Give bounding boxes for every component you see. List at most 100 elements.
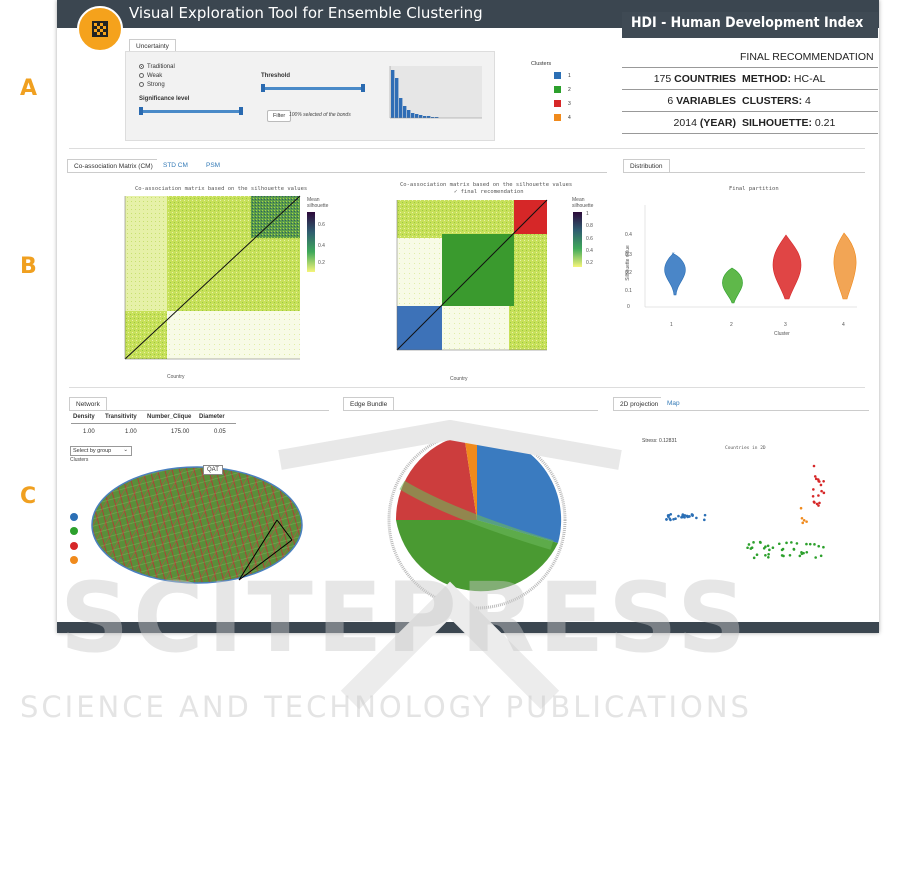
projection-point[interactable] <box>703 513 707 517</box>
projection-scatter[interactable] <box>657 455 837 565</box>
projection-point[interactable] <box>812 488 815 491</box>
projection-point[interactable] <box>764 553 767 557</box>
projection-point[interactable] <box>668 517 672 520</box>
projection-point[interactable] <box>822 491 826 495</box>
projection-point[interactable] <box>764 545 767 549</box>
projection-point[interactable] <box>799 506 803 510</box>
projection-point[interactable] <box>752 541 755 544</box>
projection-point[interactable] <box>785 541 788 545</box>
tab-network[interactable]: Network <box>69 397 107 411</box>
tab-co-association-matrix[interactable]: Co-association Matrix (CM) <box>67 159 160 173</box>
projection-point[interactable] <box>680 516 683 519</box>
projection-point[interactable] <box>816 478 820 481</box>
projection-point[interactable] <box>750 546 754 549</box>
projection-point[interactable] <box>802 518 806 522</box>
violin-y-tick: 0.4 <box>625 232 632 238</box>
network-legend-cluster-4[interactable] <box>70 556 78 564</box>
projection-point[interactable] <box>747 543 751 546</box>
projection-point[interactable] <box>688 515 691 518</box>
projection-point[interactable] <box>813 501 816 504</box>
projection-point[interactable] <box>813 543 816 546</box>
edge-bundle-chart[interactable] <box>382 425 572 615</box>
projection-point[interactable] <box>672 518 675 521</box>
projection-point[interactable] <box>814 556 817 559</box>
network-legend-cluster-2[interactable] <box>70 527 78 535</box>
projection-point[interactable] <box>674 517 677 520</box>
threshold-slider-handle[interactable] <box>361 84 365 92</box>
tab-2d-projection[interactable]: 2D projection <box>613 397 666 411</box>
silhouette-value: 0.21 <box>814 117 836 129</box>
projection-point[interactable] <box>822 479 825 483</box>
cm-final-colorbar-tick: 0.2 <box>586 260 593 266</box>
projection-point[interactable] <box>788 553 792 557</box>
projection-point[interactable] <box>781 547 785 551</box>
projection-point[interactable] <box>683 516 686 519</box>
projection-point[interactable] <box>768 548 771 552</box>
tab-psm[interactable]: PSM <box>200 159 227 172</box>
tab-uncertainty[interactable]: Uncertainty <box>129 39 176 53</box>
projection-point[interactable] <box>691 514 694 517</box>
projection-point[interactable] <box>800 516 804 520</box>
projection-point[interactable] <box>805 542 808 546</box>
filter-button[interactable]: Filter <box>267 110 292 122</box>
radio-weak[interactable]: Weak <box>139 73 162 79</box>
tab-distribution[interactable]: Distribution <box>623 159 670 173</box>
projection-point[interactable] <box>813 475 817 478</box>
projection-point[interactable] <box>819 483 823 487</box>
projection-point[interactable] <box>795 542 799 545</box>
significance-slider-handle[interactable] <box>139 107 143 115</box>
projection-point[interactable] <box>814 477 818 481</box>
threshold-slider-handle[interactable] <box>261 84 265 92</box>
radio-traditional[interactable]: Traditional <box>139 64 175 70</box>
density-value: 1.00 <box>83 429 95 435</box>
projection-point[interactable] <box>792 548 796 551</box>
projection-point[interactable] <box>811 494 815 498</box>
projection-point[interactable] <box>805 520 808 523</box>
projection-point[interactable] <box>665 518 668 521</box>
projection-point[interactable] <box>790 541 793 544</box>
radio-strong[interactable]: Strong <box>139 82 165 88</box>
projection-point[interactable] <box>808 542 812 546</box>
network-graph[interactable] <box>67 460 307 625</box>
network-legend-cluster-3[interactable] <box>70 542 78 550</box>
tab-map[interactable]: Map <box>661 397 686 410</box>
projection-point[interactable] <box>746 546 749 550</box>
projection-point[interactable] <box>766 544 770 548</box>
projection-point[interactable] <box>798 554 802 558</box>
projection-point[interactable] <box>801 521 805 525</box>
projection-point[interactable] <box>758 540 762 544</box>
projection-point[interactable] <box>819 554 823 558</box>
projection-point[interactable] <box>817 544 821 548</box>
stress-value: 0.12831 <box>658 438 678 444</box>
projection-point[interactable] <box>817 504 820 507</box>
projection-point[interactable] <box>695 516 698 520</box>
section-label-a: A <box>20 76 38 101</box>
projection-point[interactable] <box>667 514 671 517</box>
network-edges <box>91 466 303 584</box>
projection-point[interactable] <box>752 556 756 560</box>
projection-point[interactable] <box>822 545 825 549</box>
group-select[interactable]: Select by group ⌄ <box>70 446 132 456</box>
tab-std-cm[interactable]: STD CM <box>157 159 194 172</box>
network-legend-cluster-1[interactable] <box>70 513 78 521</box>
tab-underline <box>67 172 607 173</box>
projection-point[interactable] <box>777 542 781 546</box>
projection-point[interactable] <box>703 518 706 522</box>
projection-point[interactable] <box>677 514 680 518</box>
projection-point[interactable] <box>818 501 821 505</box>
projection-point[interactable] <box>782 554 785 558</box>
projection-point[interactable] <box>685 514 689 518</box>
projection-point[interactable] <box>820 489 823 493</box>
projection-point[interactable] <box>812 464 816 468</box>
projection-point[interactable] <box>767 552 770 556</box>
projection-point[interactable] <box>805 550 809 554</box>
projection-point[interactable] <box>771 546 775 550</box>
projection-point[interactable] <box>802 551 805 555</box>
projection-point[interactable] <box>681 513 685 516</box>
projection-point[interactable] <box>818 480 821 483</box>
tab-edge-bundle[interactable]: Edge Bundle <box>343 397 395 411</box>
significance-slider-handle[interactable] <box>239 107 243 115</box>
projection-point[interactable] <box>767 556 770 559</box>
projection-point[interactable] <box>817 494 820 497</box>
projection-point[interactable] <box>755 553 759 556</box>
